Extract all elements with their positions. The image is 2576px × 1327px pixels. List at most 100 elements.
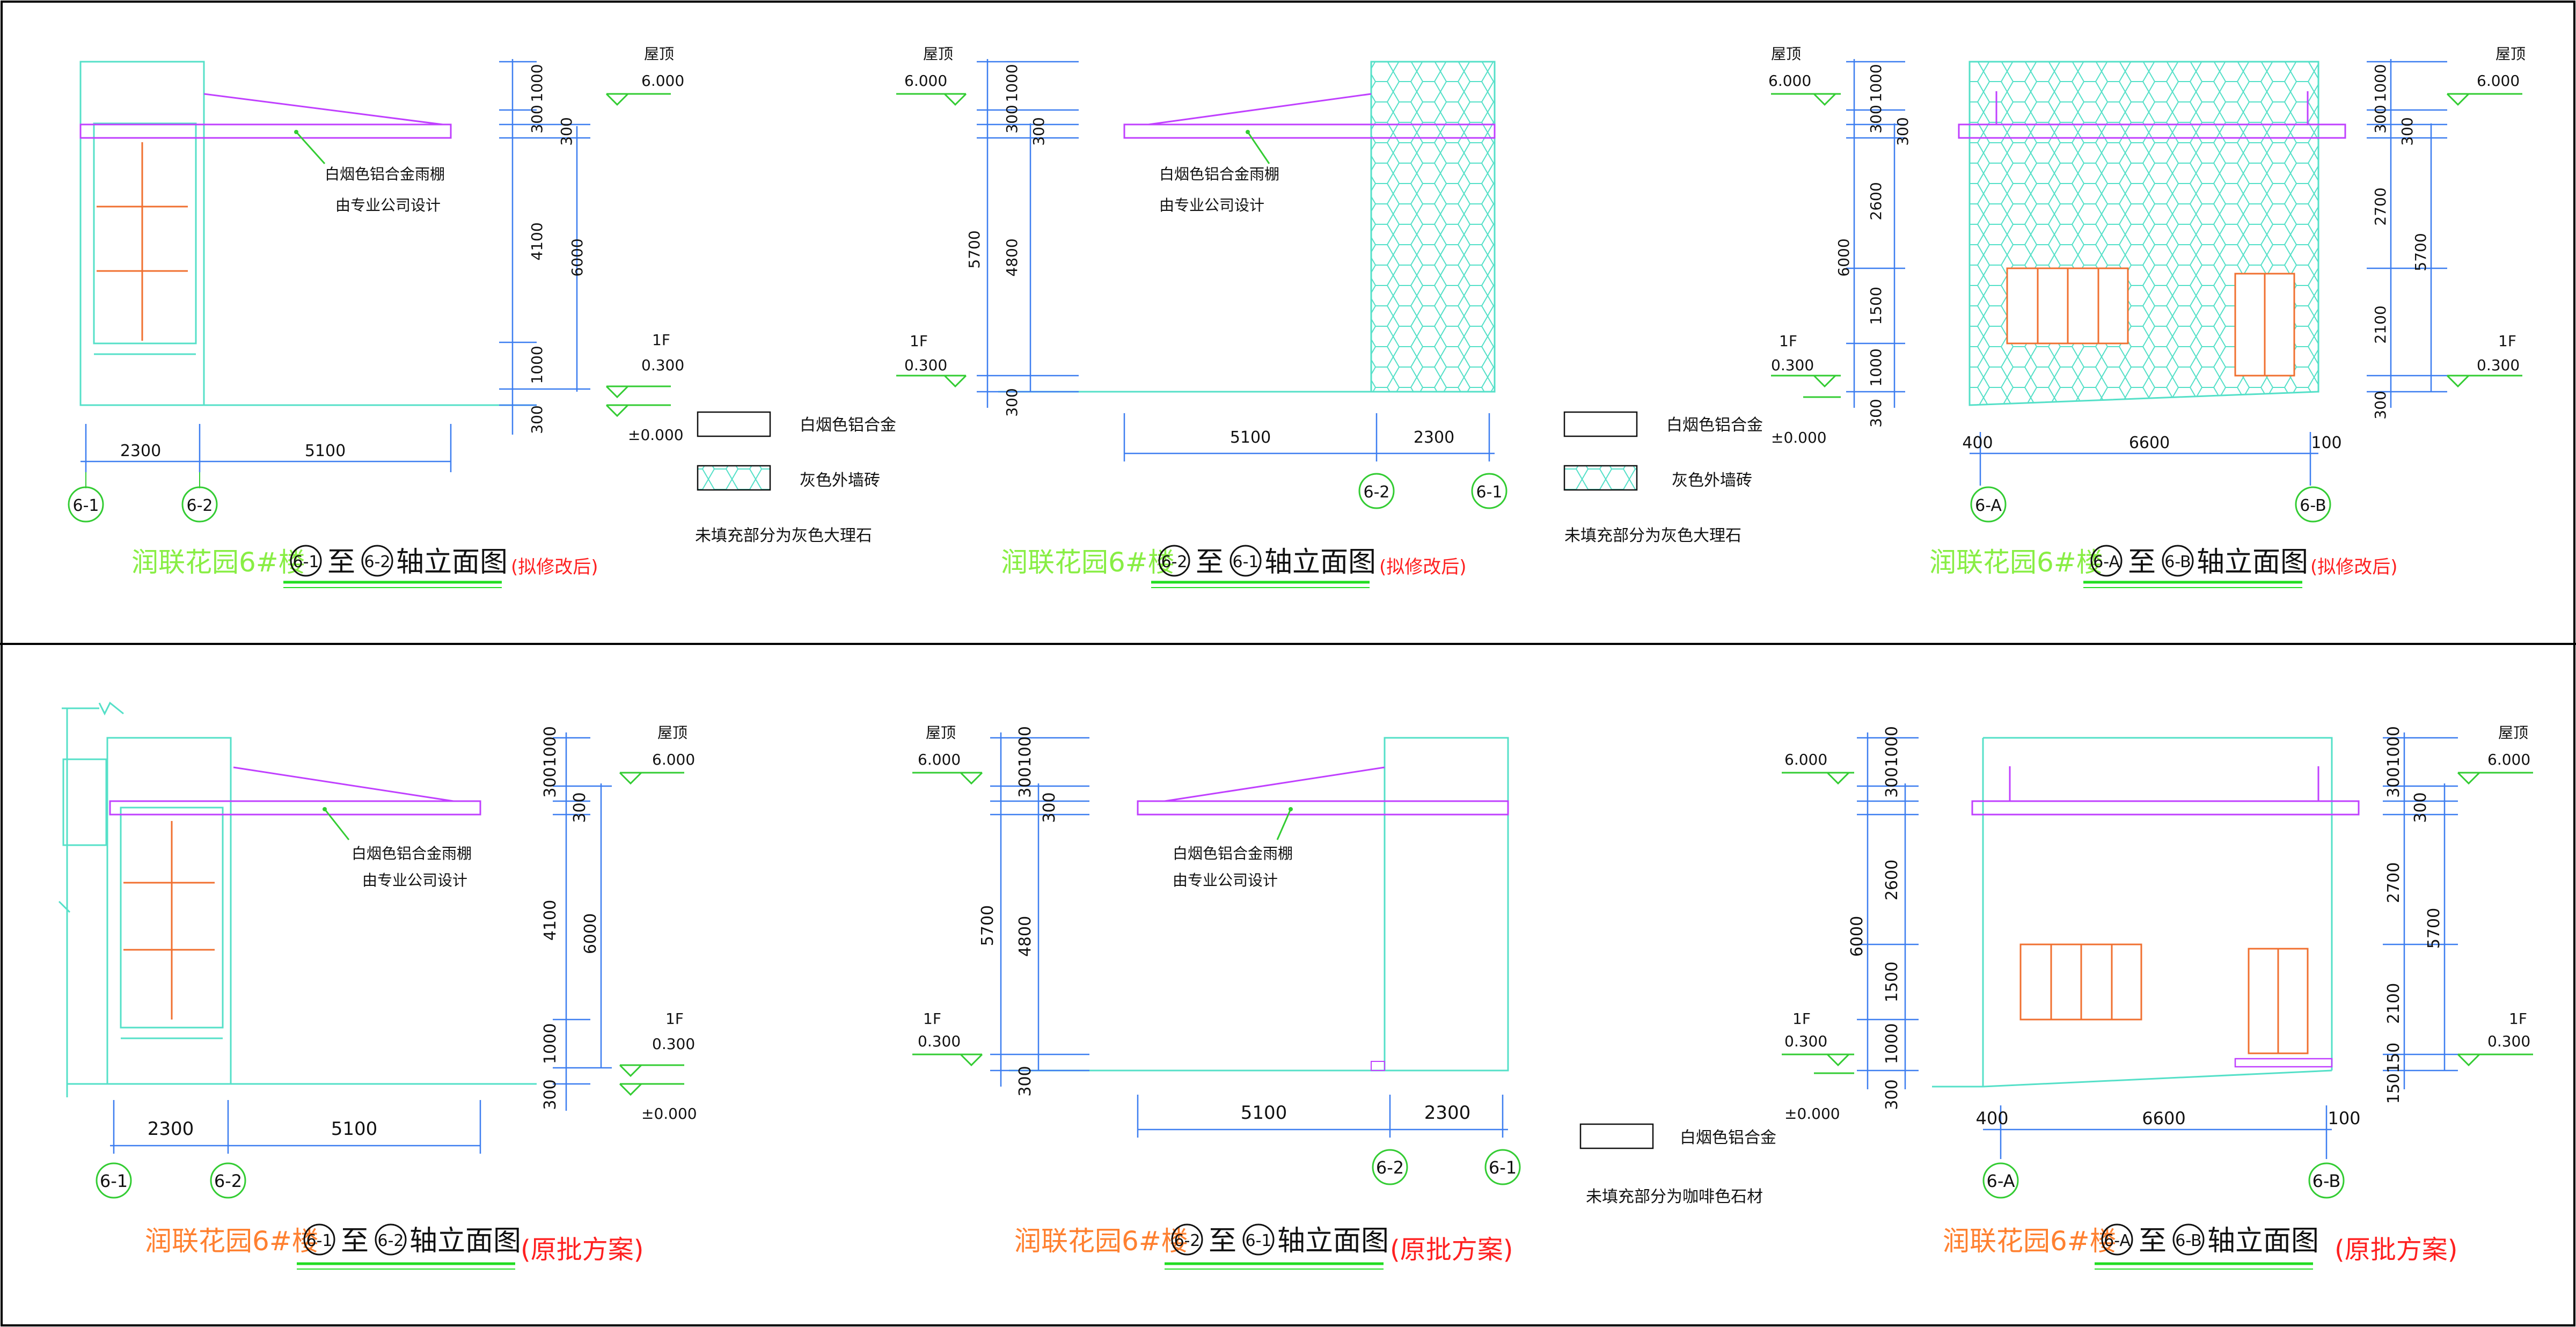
axis-bubbles: 6-A 6-B	[1970, 486, 2331, 523]
dim-5100: 5100	[305, 442, 346, 460]
left-vertical-dimensions	[1846, 59, 1905, 408]
elevation-6-A-to-6-B-original: 3001000 2600 6000 1500 1000 300 6.000 1F…	[1782, 724, 2533, 1270]
svg-text:屋顶: 屋顶	[926, 724, 956, 742]
svg-text:由专业公司设计: 由专业公司设计	[362, 871, 467, 889]
canopy	[1137, 766, 1509, 816]
svg-text:白烟色铝合金: 白烟色铝合金	[800, 416, 896, 435]
svg-text:屋顶: 屋顶	[657, 724, 687, 742]
vertical-dimensions	[553, 732, 612, 1111]
svg-text:6-1: 6-1	[1246, 1231, 1272, 1250]
axis-bubbles: 6-1 6-2	[68, 472, 218, 523]
svg-text:6000: 6000	[568, 238, 586, 276]
wall-outline	[58, 701, 537, 1097]
svg-text:1F: 1F	[1779, 332, 1797, 350]
svg-text:0.300: 0.300	[904, 356, 947, 374]
axis-bubbles: 6-2 6-1	[1372, 1149, 1521, 1185]
svg-text:3001000: 3001000	[1016, 726, 1035, 798]
svg-text:1F: 1F	[923, 1010, 941, 1028]
window-grid	[97, 142, 188, 341]
axis-bubbles: 6-2 6-1	[1358, 473, 1507, 509]
right-vertical-dim-labels: 3001000 300 2700 5700 2100 150150	[2384, 726, 2443, 1104]
svg-text:(拟修改后): (拟修改后)	[2310, 556, 2398, 578]
svg-text:5700: 5700	[978, 905, 997, 946]
right-vertical-dimensions	[2383, 732, 2458, 1089]
svg-text:5100: 5100	[1241, 1102, 1287, 1124]
svg-text:6-2: 6-2	[1364, 483, 1390, 502]
svg-text:6-2: 6-2	[1376, 1157, 1404, 1178]
svg-text:6000: 6000	[1848, 916, 1867, 957]
canopy-note: 白烟色铝合金雨棚 由专业公司设计	[1159, 130, 1279, 214]
canopy-note-line2: 由专业公司设计	[335, 196, 441, 214]
elevation-6-2-to-6-1-original: 白烟色铝合金雨棚 由专业公司设计 3001000 300 5700 4800 3…	[912, 724, 1776, 1270]
horizontal-dimensions	[1983, 1105, 2332, 1159]
title-building: 润联花园6#楼	[131, 547, 305, 578]
svg-text:至: 至	[327, 546, 355, 578]
panel-title: 润联花园6#楼 6-2 至 6-1 轴立面图 (拟修改后)	[1001, 545, 1467, 588]
left-vertical-dimensions	[1857, 732, 1919, 1089]
svg-text:0.300: 0.300	[2477, 356, 2520, 374]
panel-title: 润联花园6#楼 6-A 至 6-B 轴立面图 (原批方案)	[1943, 1223, 2457, 1270]
svg-text:1F: 1F	[1792, 1010, 1811, 1028]
svg-text:2100: 2100	[2384, 983, 2403, 1024]
svg-text:6-2: 6-2	[214, 1171, 242, 1191]
svg-text:白烟色铝合金: 白烟色铝合金	[1680, 1128, 1776, 1147]
horizontal-dimensions	[1123, 413, 1495, 461]
svg-text:未填充部分为灰色大理石: 未填充部分为灰色大理石	[695, 526, 872, 545]
svg-text:6-2: 6-2	[378, 1231, 404, 1250]
horizontal-dimensions	[1970, 432, 2318, 486]
svg-text:6-1: 6-1	[73, 496, 99, 515]
canopy-note: 白烟色铝合金雨棚 由专业公司设计	[294, 130, 445, 214]
svg-text:6.000: 6.000	[904, 72, 947, 90]
svg-text:(原批方案): (原批方案)	[1390, 1235, 1513, 1265]
svg-text:0.300: 0.300	[1784, 1032, 1827, 1050]
svg-text:2100: 2100	[2372, 305, 2389, 343]
svg-text:1F: 1F	[2498, 332, 2516, 350]
svg-text:5700: 5700	[2412, 233, 2429, 271]
svg-text:6.000: 6.000	[1768, 72, 1811, 90]
svg-text:4800: 4800	[1016, 916, 1035, 957]
svg-text:白烟色铝合金雨棚: 白烟色铝合金雨棚	[1173, 845, 1293, 862]
svg-text:2600: 2600	[1867, 182, 1885, 220]
vertical-dimensions	[990, 732, 1089, 1087]
svg-text:100: 100	[2328, 1108, 2360, 1128]
svg-text:至: 至	[341, 1225, 369, 1257]
legend: 白烟色铝合金 灰色外墙砖 未填充部分为灰色大理石	[1563, 411, 1763, 545]
svg-text:白烟色铝合金雨棚: 白烟色铝合金雨棚	[352, 845, 472, 862]
svg-text:5700: 5700	[965, 230, 983, 268]
svg-text:灰色外墙砖: 灰色外墙砖	[1672, 471, 1752, 490]
svg-text:6-B: 6-B	[2312, 1171, 2341, 1191]
right-level-markers	[2446, 93, 2522, 388]
svg-text:±0.000: ±0.000	[641, 1105, 697, 1123]
svg-text:6600: 6600	[2129, 434, 2170, 452]
svg-text:6-A: 6-A	[2104, 1231, 2131, 1250]
svg-text:6000: 6000	[1835, 238, 1853, 276]
svg-text:4800: 4800	[1003, 238, 1021, 276]
svg-text:由专业公司设计: 由专业公司设计	[1159, 196, 1264, 214]
svg-text:至: 至	[1209, 1225, 1236, 1257]
svg-text:300: 300	[2411, 792, 2430, 823]
left-vertical-dim-labels: 3001000 2600 6000 1500 1000 300	[1848, 726, 1901, 1110]
svg-text:±0.000: ±0.000	[628, 426, 684, 444]
level-markers	[912, 772, 983, 1067]
svg-text:400: 400	[1962, 434, 1993, 452]
vertical-dimensions	[977, 59, 1079, 408]
svg-text:300: 300	[528, 105, 546, 133]
svg-text:3001000: 3001000	[1883, 726, 1901, 798]
svg-text:300: 300	[2398, 117, 2416, 145]
svg-text:6.000: 6.000	[918, 751, 961, 768]
svg-text:白烟色铝合金: 白烟色铝合金	[1666, 416, 1763, 435]
svg-text:6-1: 6-1	[1233, 553, 1259, 571]
left-level-markers	[1782, 772, 1854, 1074]
svg-text:300: 300	[570, 792, 589, 823]
svg-text:未填充部分为灰色大理石: 未填充部分为灰色大理石	[1564, 526, 1741, 545]
window-right	[2234, 273, 2295, 377]
window-left	[2006, 267, 2129, 344]
svg-text:1500: 1500	[1883, 962, 1901, 1002]
level-labels: 屋顶 6.000 1F 0.300	[918, 724, 961, 1050]
axis-bubbles: 6-1 6-2	[96, 1162, 246, 1199]
svg-text:由专业公司设计: 由专业公司设计	[1173, 871, 1278, 889]
svg-text:1000: 1000	[541, 1023, 560, 1064]
svg-text:1000: 1000	[528, 346, 546, 384]
level-labels: 屋顶 6.000 1F 0.300	[904, 45, 953, 374]
